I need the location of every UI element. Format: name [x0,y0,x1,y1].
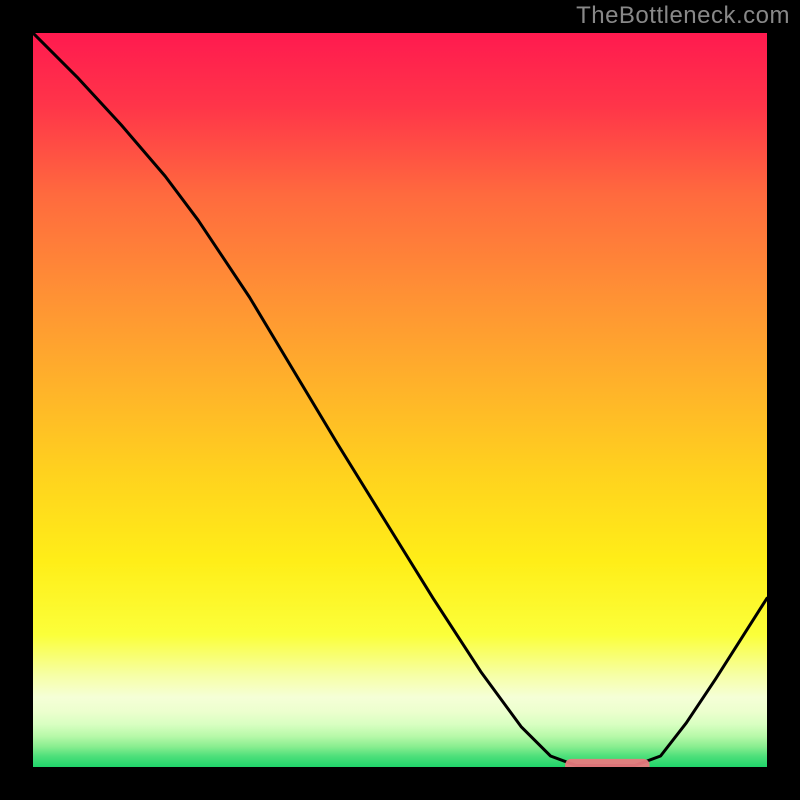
chart-root: TheBottleneck.com [0,0,800,800]
bottleneck-chart-svg [0,0,800,800]
watermark-text: TheBottleneck.com [576,2,790,30]
plot-gradient-background [33,33,767,767]
